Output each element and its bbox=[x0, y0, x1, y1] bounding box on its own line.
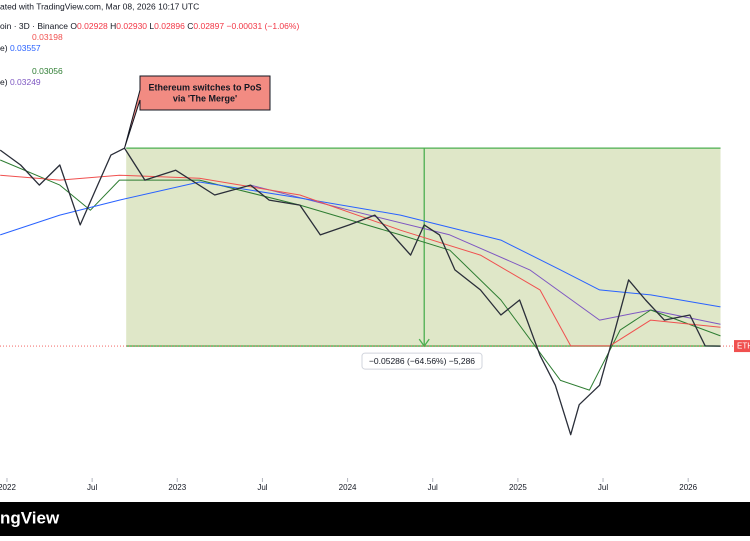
x-tick-label: 2026 bbox=[679, 483, 697, 492]
legend-value: 0.03056 bbox=[32, 66, 63, 76]
ohlc-value: 0.02928 bbox=[77, 21, 108, 31]
ohlc-label: H bbox=[110, 21, 116, 31]
symbol-name: oin · 3D · Binance bbox=[0, 21, 68, 31]
price-tag-box bbox=[734, 340, 750, 353]
measure-label: −0.05286 (−64.56%) −5,286 bbox=[369, 356, 475, 366]
legend-name: e) bbox=[0, 43, 8, 53]
ohlc-label: O bbox=[70, 21, 77, 31]
ohlc-value: 0.02897 bbox=[193, 21, 224, 31]
moving-average bbox=[0, 174, 721, 347]
annotation-box bbox=[124, 75, 271, 149]
x-tick-label: Jul bbox=[257, 483, 267, 492]
change: −0.00031 (−1.06%) bbox=[227, 21, 300, 31]
ohlc-label: C bbox=[187, 21, 193, 31]
x-tick-label: 2022 bbox=[0, 483, 16, 492]
annotation-text: Ethereum switches to PoS bbox=[148, 82, 261, 92]
credit: ated with TradingView.com, Mar 08, 2026 … bbox=[0, 1, 199, 11]
legend-name: e) bbox=[0, 77, 8, 87]
x-tick-label: 2025 bbox=[509, 483, 527, 492]
price-line-series bbox=[0, 147, 721, 436]
legend-entry: 0.03056 bbox=[32, 66, 63, 76]
x-tick-label: 2023 bbox=[168, 483, 186, 492]
legend-value: 0.03249 bbox=[10, 77, 41, 87]
legend-entry: e) 0.03249 bbox=[0, 77, 41, 87]
price-tag: ETH bbox=[737, 342, 750, 351]
measure-arrowhead bbox=[418, 338, 430, 348]
logo: ngView bbox=[0, 508, 60, 527]
legend-value: 0.03557 bbox=[10, 43, 41, 53]
annotation-text: via 'The Merge' bbox=[173, 93, 237, 103]
ohlc-label: L bbox=[149, 21, 154, 31]
x-tick-label: Jul bbox=[598, 483, 608, 492]
footer bbox=[0, 502, 750, 536]
ohlc-value: 0.02930 bbox=[116, 21, 147, 31]
ohlc-value: 0.02896 bbox=[154, 21, 185, 31]
symbol: oin · 3D · Binance O0.02928 H0.02930 L0.… bbox=[0, 21, 299, 31]
x-tick-label: Jul bbox=[428, 483, 438, 492]
legend-value: 0.03198 bbox=[32, 32, 63, 42]
x-tick-label: 2024 bbox=[339, 483, 357, 492]
moving-average bbox=[0, 181, 721, 308]
moving-average bbox=[0, 159, 721, 391]
measure-box bbox=[126, 148, 721, 347]
measure-label-box bbox=[361, 352, 483, 370]
legend-entry: e) 0.03557 bbox=[0, 43, 41, 53]
x-tick-label: Jul bbox=[87, 483, 97, 492]
legend-entry: 0.03198 bbox=[32, 32, 63, 42]
